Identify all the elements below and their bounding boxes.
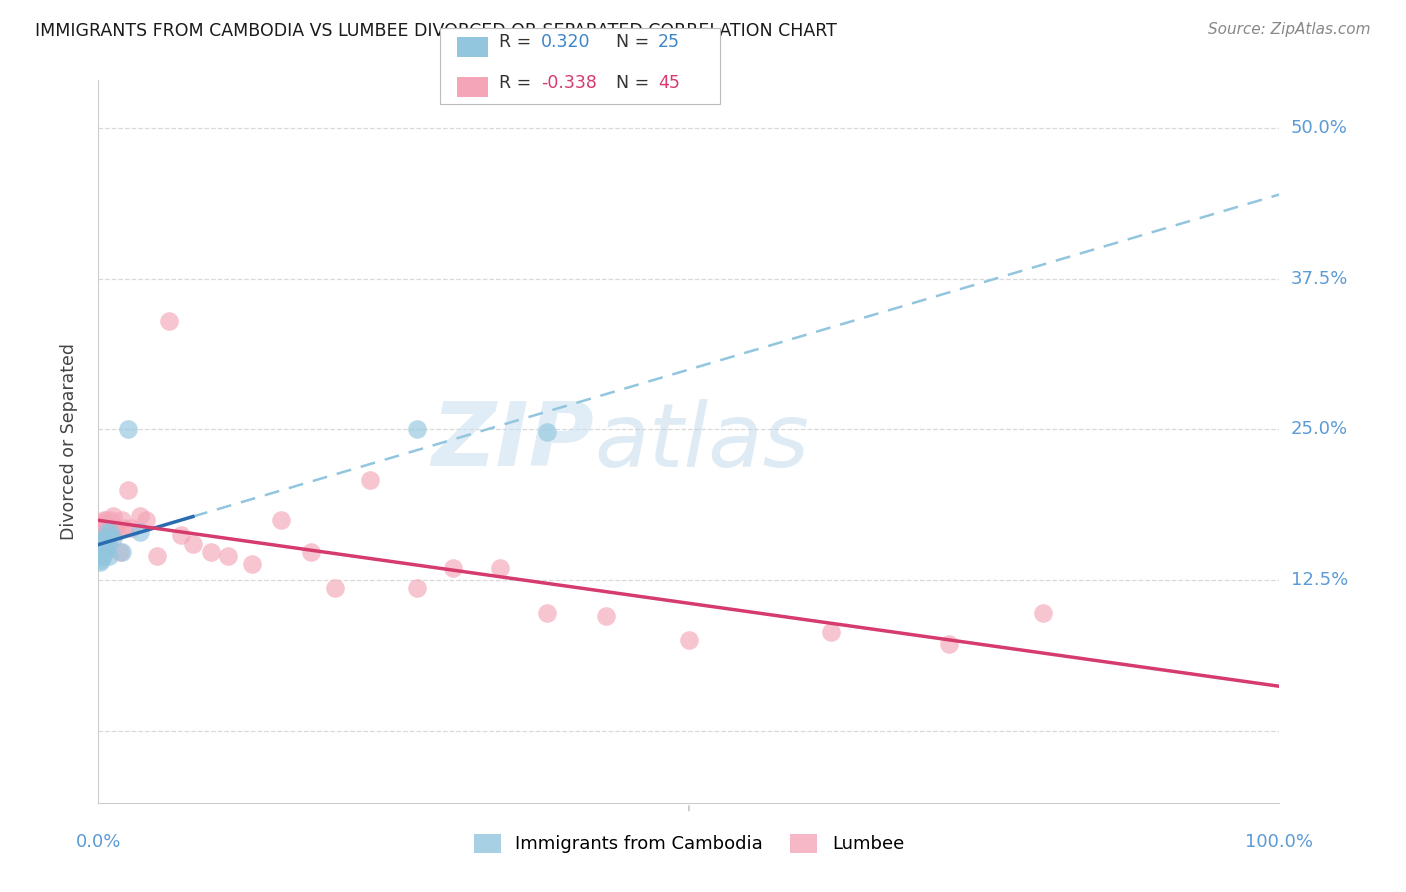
Text: 100.0%: 100.0% [1246,833,1313,851]
Point [200,545,222,559]
Point [97,537,120,551]
Point [94,513,117,527]
Point [98,518,121,533]
Point [111,513,134,527]
Point [103,521,125,535]
Point [91,537,114,551]
Point [89,533,111,548]
Text: IMMIGRANTS FROM CAMBODIA VS LUMBEE DIVORCED OR SEPARATED CORRELATION CHART: IMMIGRANTS FROM CAMBODIA VS LUMBEE DIVOR… [35,22,837,40]
Point [98,549,121,563]
Point [94,542,117,557]
Point [91,518,114,533]
Point [170,528,193,542]
Text: 12.5%: 12.5% [1291,571,1348,589]
Point [105,524,128,539]
Text: Source: ZipAtlas.com: Source: ZipAtlas.com [1208,22,1371,37]
Point [117,423,139,437]
Text: 25: 25 [658,33,681,52]
Point [323,582,346,596]
Point [96,521,118,535]
Point [101,509,124,524]
Point [135,513,157,527]
Point [181,537,204,551]
Point [90,537,112,551]
Text: R =: R = [499,33,537,52]
Point [93,545,115,559]
Point [96,528,118,542]
Point [117,483,139,497]
Text: 50.0%: 50.0% [1291,120,1347,137]
Point [96,524,118,539]
Point [128,524,150,539]
Point [299,545,322,559]
Point [359,473,381,487]
Point [91,549,114,563]
Point [536,425,558,439]
Point [94,521,117,535]
Point [121,521,143,535]
Point [128,509,150,524]
Point [98,524,121,539]
Point [240,558,263,572]
Point [270,513,292,527]
Y-axis label: Divorced or Separated: Divorced or Separated [59,343,77,540]
Point [406,423,429,437]
Point [97,537,120,551]
Point [97,524,120,539]
Text: 0.320: 0.320 [541,33,591,52]
Point [217,549,239,563]
Point [406,582,429,596]
Point [91,533,114,548]
Point [89,542,111,557]
Point [536,606,558,620]
Point [101,531,124,545]
Legend: Immigrants from Cambodia, Lumbee: Immigrants from Cambodia, Lumbee [465,825,912,863]
Point [93,513,115,527]
Text: 45: 45 [658,73,681,92]
Text: R =: R = [499,73,537,92]
Point [441,561,464,575]
Point [94,531,117,545]
Text: 0.0%: 0.0% [76,833,121,851]
Text: N =: N = [605,73,654,92]
Text: -0.338: -0.338 [541,73,598,92]
Point [108,545,131,559]
Text: N =: N = [605,33,654,52]
Text: 37.5%: 37.5% [1291,270,1348,288]
Point [90,552,112,566]
Point [820,624,842,639]
Text: atlas: atlas [595,399,810,484]
Point [91,545,114,559]
Text: 25.0%: 25.0% [1291,420,1348,439]
Point [595,609,617,624]
Point [938,637,960,651]
Point [100,513,122,527]
Point [90,521,112,535]
Point [98,524,121,539]
Text: ZIP: ZIP [432,398,595,485]
Point [91,516,114,531]
Point [93,524,115,539]
Point [489,561,512,575]
Point [146,549,169,563]
Point [89,545,111,559]
Point [678,633,700,648]
Point [89,549,111,563]
Point [111,545,134,559]
Point [157,314,180,328]
Point [1032,606,1054,620]
Point [93,537,115,551]
Point [89,555,111,569]
Point [90,542,112,557]
Point [112,521,135,535]
